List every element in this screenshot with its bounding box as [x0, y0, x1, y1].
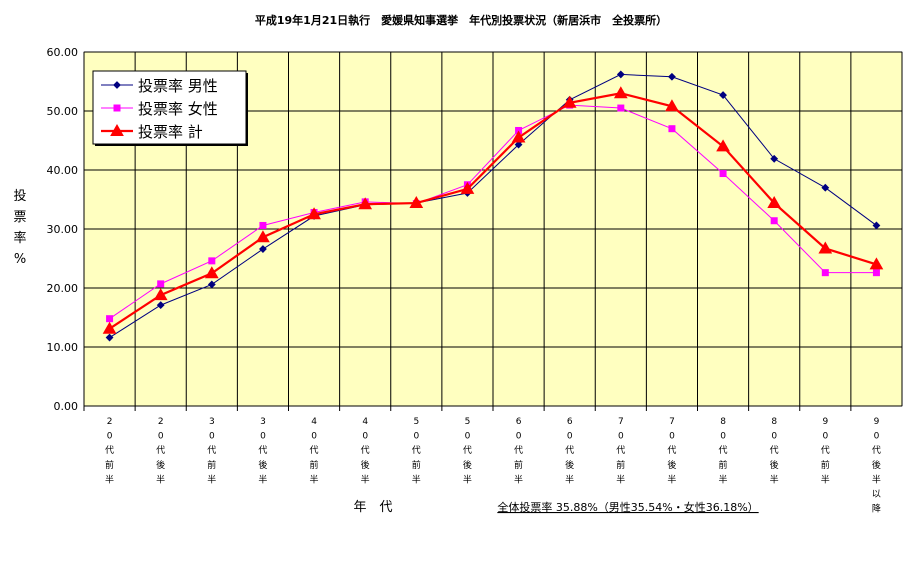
- legend-label: 投票率 女性: [138, 100, 218, 118]
- data-point: [153, 288, 168, 301]
- x-tick-label: 5 0 代前半: [412, 417, 421, 485]
- data-point: [511, 130, 526, 143]
- data-point: [208, 257, 216, 265]
- data-point: [668, 72, 676, 81]
- data-point: [156, 301, 165, 310]
- x-tick-label: 8 0 代前半: [719, 417, 728, 485]
- chart-title: 平成19年1月21日執行 愛媛県知事選挙 年代別投票状況（新居浜市 全投票所）: [255, 13, 667, 27]
- series-3: [102, 86, 884, 334]
- data-point: [307, 207, 321, 220]
- x-tick-label: 2 0 代前半: [105, 417, 114, 485]
- y-tick-label: 30.00: [47, 223, 79, 236]
- legend-label: 投票率 男性: [138, 77, 218, 95]
- legend-swatch-marker: [110, 123, 124, 136]
- legend-swatch-marker: [113, 104, 121, 112]
- data-point: [157, 280, 165, 288]
- data-point: [821, 269, 829, 277]
- data-point: [204, 266, 219, 279]
- overall-turnout-note: 全体投票率 35.88%（男性35.54%・女性36.18%）: [497, 500, 758, 514]
- data-point: [259, 221, 267, 229]
- data-point: [770, 217, 778, 225]
- data-point: [460, 181, 475, 194]
- y-tick-label: 20.00: [47, 282, 79, 295]
- legend-label: 投票率 計: [138, 123, 203, 141]
- y-tick-label: 40.00: [47, 164, 79, 177]
- data-point: [716, 139, 730, 152]
- x-tick-label: 3 0 代後半: [258, 417, 267, 485]
- series-line: [109, 73, 877, 338]
- data-point: [818, 241, 833, 254]
- data-point: [562, 95, 577, 108]
- data-point: [770, 154, 779, 163]
- data-point: [821, 183, 830, 192]
- data-point: [102, 321, 117, 334]
- y-tick-label: 50.00: [47, 105, 79, 118]
- x-tick-label: 8 0 代後半: [770, 417, 779, 485]
- data-point: [665, 99, 679, 112]
- x-tick-label: 9 0 代前半: [821, 417, 830, 485]
- y-axis-label: 投票率%: [13, 188, 26, 267]
- data-point: [105, 333, 114, 342]
- data-point: [259, 245, 267, 253]
- data-point: [872, 269, 880, 277]
- x-tick-label: 9 0 代後半以降: [872, 417, 881, 515]
- series-line: [109, 104, 877, 320]
- data-point: [256, 230, 270, 243]
- data-point: [869, 257, 884, 270]
- x-tick-label: 7 0 代後半: [667, 417, 676, 485]
- x-tick-label: 6 0 代前半: [514, 417, 523, 485]
- x-tick-label: 3 0 代前半: [207, 417, 216, 485]
- data-point: [616, 70, 625, 79]
- x-tick-label: 5 0 代後半: [463, 417, 472, 485]
- x-tick-label: 6 0 代後半: [565, 417, 574, 485]
- data-point: [719, 91, 727, 99]
- x-tick-label: 7 0 代前半: [616, 417, 625, 485]
- data-point: [207, 280, 216, 289]
- data-point: [358, 197, 373, 210]
- data-point: [514, 140, 523, 149]
- data-point: [767, 196, 782, 209]
- data-point: [409, 196, 424, 209]
- data-point: [613, 86, 628, 99]
- data-point: [719, 170, 727, 178]
- x-tick-label: 4 0 代前半: [310, 417, 319, 485]
- x-axis-label: 年 代: [353, 500, 392, 515]
- data-point: [872, 221, 881, 230]
- series-line: [108, 92, 877, 330]
- data-point: [106, 315, 114, 323]
- legend-swatch-marker: [113, 81, 121, 89]
- data-point: [617, 104, 625, 112]
- y-tick-label: 0.00: [54, 400, 79, 413]
- x-tick-label: 4 0 代後半: [361, 417, 370, 485]
- x-tick-label: 2 0 代後半: [156, 417, 165, 485]
- y-tick-label: 60.00: [47, 46, 79, 59]
- y-tick-label: 10.00: [47, 341, 79, 354]
- data-point: [668, 125, 676, 133]
